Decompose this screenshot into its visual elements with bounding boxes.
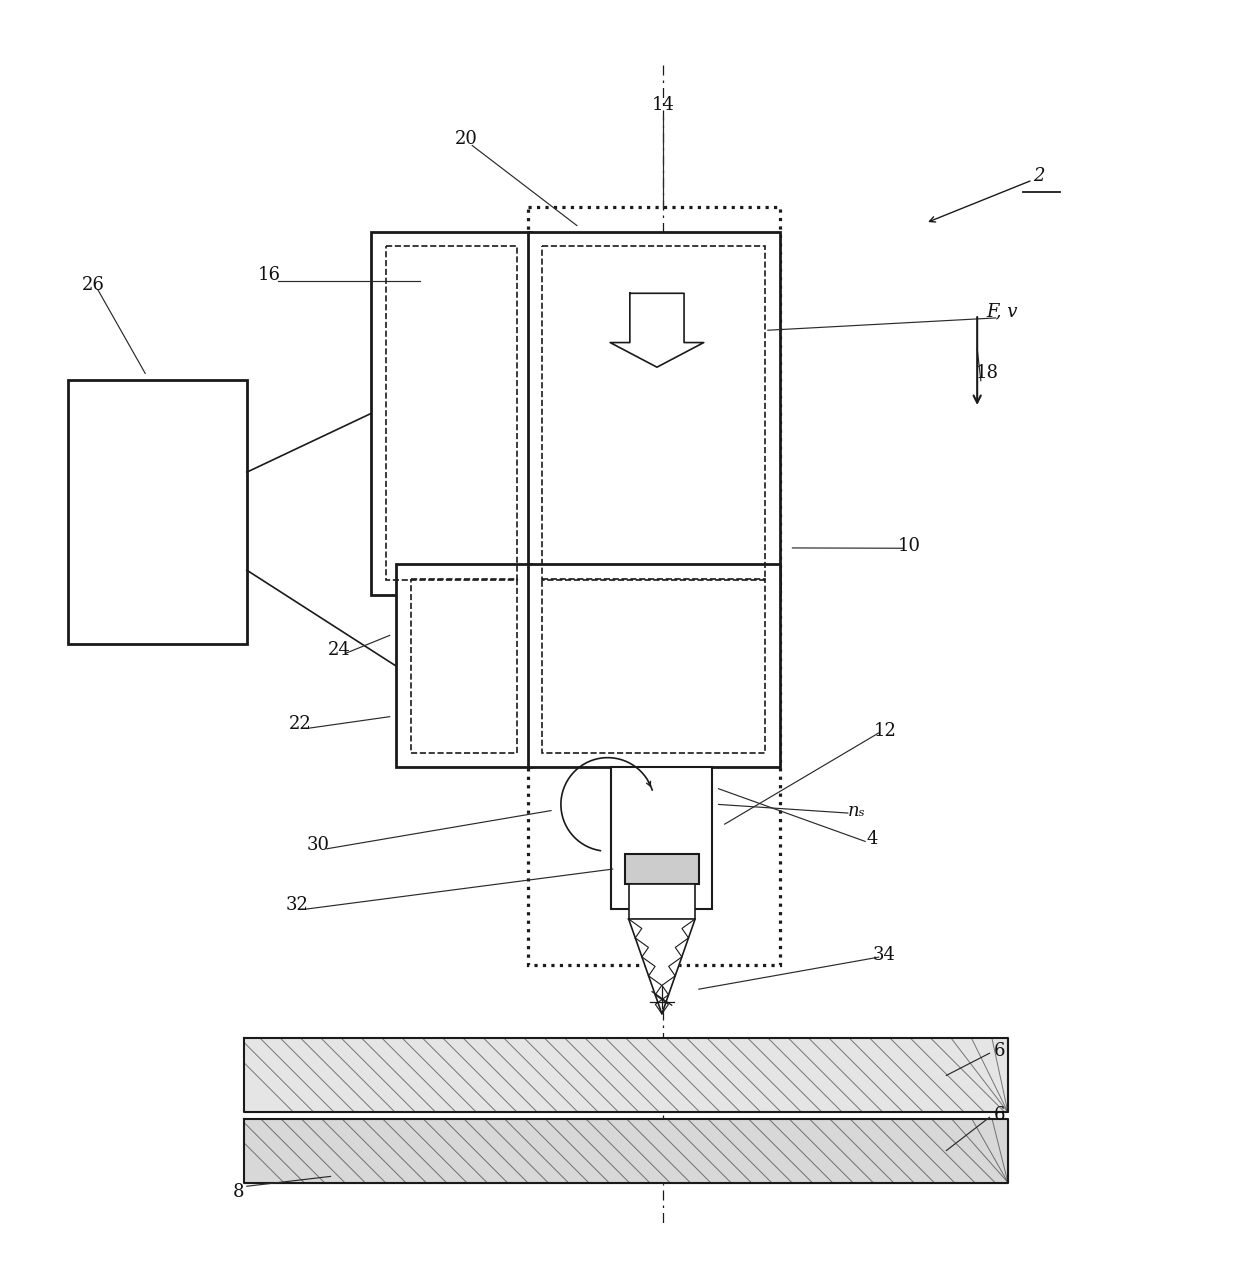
Text: 34: 34 xyxy=(872,945,895,963)
Polygon shape xyxy=(629,919,696,1014)
Text: F, v: F, v xyxy=(986,303,1018,321)
Text: 10: 10 xyxy=(898,537,921,555)
Bar xyxy=(528,207,780,964)
Text: 6: 6 xyxy=(993,1106,1006,1124)
Bar xyxy=(68,379,247,645)
Text: 30: 30 xyxy=(306,836,330,854)
Bar xyxy=(528,564,780,767)
Bar xyxy=(611,767,712,909)
Text: 6: 6 xyxy=(993,1042,1006,1059)
Bar xyxy=(396,564,531,767)
Text: 4: 4 xyxy=(867,830,878,848)
Text: 32: 32 xyxy=(286,896,309,914)
Text: 20: 20 xyxy=(455,130,477,148)
Bar xyxy=(625,853,699,885)
Text: 24: 24 xyxy=(327,641,351,660)
Text: 16: 16 xyxy=(258,265,280,284)
Bar xyxy=(629,885,696,919)
Text: 2: 2 xyxy=(1033,167,1044,186)
Text: 18: 18 xyxy=(976,364,998,382)
Polygon shape xyxy=(244,1119,1008,1183)
Bar xyxy=(386,246,517,580)
Text: 26: 26 xyxy=(82,276,104,293)
Text: 22: 22 xyxy=(289,715,311,733)
Bar xyxy=(371,231,531,595)
Polygon shape xyxy=(610,293,704,367)
Bar xyxy=(542,246,765,580)
Text: nₛ: nₛ xyxy=(848,801,866,819)
Bar xyxy=(528,231,780,595)
Bar xyxy=(542,579,765,752)
Bar xyxy=(410,579,517,752)
Polygon shape xyxy=(244,1039,1008,1112)
Text: 14: 14 xyxy=(652,96,675,114)
Text: 8: 8 xyxy=(232,1183,244,1201)
Text: 12: 12 xyxy=(873,722,897,739)
